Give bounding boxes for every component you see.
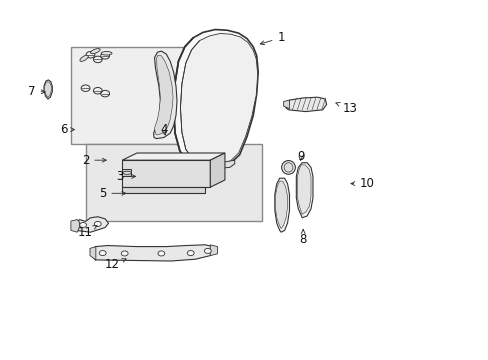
Text: 10: 10 bbox=[350, 177, 373, 190]
Circle shape bbox=[187, 251, 194, 256]
Circle shape bbox=[158, 251, 164, 256]
Text: 1: 1 bbox=[260, 31, 285, 45]
Text: 12: 12 bbox=[105, 258, 126, 271]
Polygon shape bbox=[90, 245, 215, 261]
Polygon shape bbox=[173, 30, 258, 167]
Polygon shape bbox=[122, 160, 210, 187]
Polygon shape bbox=[210, 153, 224, 187]
Ellipse shape bbox=[284, 163, 292, 172]
Polygon shape bbox=[122, 153, 224, 160]
Polygon shape bbox=[76, 217, 108, 232]
Polygon shape bbox=[154, 55, 173, 135]
Polygon shape bbox=[85, 144, 261, 221]
Text: 4: 4 bbox=[160, 123, 167, 136]
Polygon shape bbox=[210, 245, 217, 256]
Polygon shape bbox=[274, 178, 289, 232]
Ellipse shape bbox=[101, 51, 112, 55]
Text: 3: 3 bbox=[116, 170, 135, 183]
Polygon shape bbox=[296, 163, 312, 218]
Polygon shape bbox=[122, 169, 131, 176]
Polygon shape bbox=[90, 247, 96, 260]
Text: 5: 5 bbox=[99, 187, 125, 200]
Circle shape bbox=[121, 251, 128, 256]
Bar bbox=[71, 47, 183, 144]
Ellipse shape bbox=[80, 55, 88, 62]
Ellipse shape bbox=[90, 49, 100, 54]
Circle shape bbox=[204, 248, 211, 253]
Ellipse shape bbox=[281, 161, 295, 174]
Text: 13: 13 bbox=[335, 102, 356, 114]
Polygon shape bbox=[122, 187, 205, 193]
Text: 11: 11 bbox=[78, 225, 97, 239]
Circle shape bbox=[94, 221, 101, 226]
Polygon shape bbox=[153, 51, 177, 139]
Text: 7: 7 bbox=[28, 85, 45, 98]
Polygon shape bbox=[283, 100, 289, 109]
Polygon shape bbox=[297, 165, 310, 214]
Text: 2: 2 bbox=[81, 154, 106, 167]
Polygon shape bbox=[275, 181, 287, 229]
Text: 6: 6 bbox=[60, 123, 74, 136]
Polygon shape bbox=[44, 80, 52, 99]
Polygon shape bbox=[71, 220, 80, 232]
Polygon shape bbox=[284, 97, 326, 112]
Circle shape bbox=[99, 251, 106, 256]
Circle shape bbox=[80, 222, 86, 228]
Text: 9: 9 bbox=[296, 150, 304, 163]
Polygon shape bbox=[180, 33, 257, 165]
Polygon shape bbox=[190, 160, 234, 168]
Text: 8: 8 bbox=[299, 230, 306, 246]
Ellipse shape bbox=[122, 171, 131, 174]
Polygon shape bbox=[44, 82, 51, 97]
